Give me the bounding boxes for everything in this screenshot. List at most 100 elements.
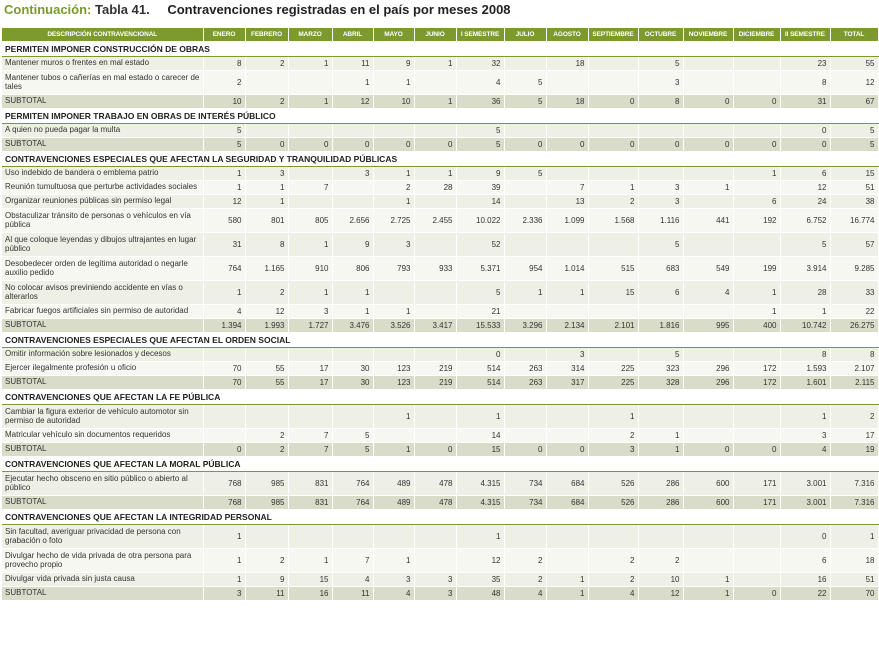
table-cell: 2 — [203, 70, 246, 95]
table-row: Obstaculizar tránsito de personas o vehí… — [2, 208, 879, 233]
table-cell: 0 — [373, 137, 415, 151]
table-cell: 0 — [504, 442, 547, 456]
table-cell: 5 — [504, 70, 547, 95]
table-cell — [245, 347, 289, 362]
table-cell — [245, 70, 289, 95]
section-title: CONTRAVENCIONES ESPECIALES QUE AFECTAN L… — [2, 151, 879, 167]
table-cell: 985 — [245, 495, 289, 509]
column-header: JULIO — [504, 28, 547, 41]
table-cell — [414, 347, 457, 362]
column-header: MARZO — [288, 28, 333, 41]
table-cell: 2.336 — [504, 208, 547, 233]
table-cell — [288, 524, 333, 549]
table-cell: 30 — [332, 375, 374, 389]
table-cell: 171 — [733, 495, 781, 509]
subtotal-row: SUBTOTAL 5 0 0 0 0 0 5 0 0 0 0 0 0 0 5 — [2, 137, 879, 151]
table-cell: 7 — [288, 428, 333, 443]
table-cell: 19 — [830, 442, 879, 456]
table-cell: 296 — [683, 361, 734, 376]
table-cell: 8 — [638, 94, 684, 108]
table-cell: 933 — [414, 256, 457, 281]
table-cell: 1.165 — [245, 256, 289, 281]
table-cell: 225 — [588, 361, 639, 376]
table-cell: 0 — [414, 137, 457, 151]
subtotal-row: SUBTOTAL 768 985 831 764 489 478 4.315 734 684 526… — [2, 495, 879, 509]
table-cell — [332, 524, 374, 549]
section-title: PERMITEN IMPONER CONSTRUCCIÓN DE OBRAS — [2, 41, 879, 57]
table-cell: 1 — [414, 94, 457, 108]
table-cell: 0 — [683, 442, 734, 456]
table-cell: 2.107 — [830, 361, 879, 376]
table-cell — [733, 572, 781, 587]
table-cell: 5 — [456, 123, 505, 138]
table-cell: 35 — [456, 572, 505, 587]
table-cell — [683, 56, 734, 71]
table-cell: 48 — [456, 586, 505, 600]
row-description: A quien no pueda pagar la multa — [2, 123, 204, 138]
table-cell: 172 — [733, 361, 781, 376]
table-cell — [638, 123, 684, 138]
table-cell: 734 — [504, 471, 547, 496]
table-cell: 4 — [373, 586, 415, 600]
table-cell: 39 — [456, 180, 505, 195]
table-cell: 0 — [546, 442, 589, 456]
table-cell: 24 — [780, 194, 831, 209]
table-cell: 400 — [733, 318, 781, 332]
table-cell: 1 — [733, 280, 781, 305]
table-cell: 4 — [683, 280, 734, 305]
column-header: ABRIL — [332, 28, 374, 41]
row-description: Divulgar hecho de vida privada de otra p… — [2, 548, 204, 573]
table-cell: 192 — [733, 208, 781, 233]
table-cell: 0 — [780, 123, 831, 138]
table-cell: 1.014 — [546, 256, 589, 281]
table-cell — [546, 404, 589, 429]
table-cell: 1 — [546, 572, 589, 587]
column-header: DICIEMBRE — [733, 28, 781, 41]
table-cell: 1 — [456, 524, 505, 549]
table-row: Cambiar la figura exterior de vehículo a… — [2, 404, 879, 429]
table-cell: 5 — [456, 280, 505, 305]
table-row: Divulgar hecho de vida privada de otra p… — [2, 548, 879, 573]
table-cell: 5 — [203, 137, 246, 151]
table-cell: 0 — [638, 137, 684, 151]
table-cell: 0 — [733, 94, 781, 108]
column-header: JUNIO — [414, 28, 457, 41]
table-cell: 18 — [830, 548, 879, 573]
row-description: Sin facultad, averiguar privacidad de pe… — [2, 524, 204, 549]
table-cell: 806 — [332, 256, 374, 281]
table-cell: 1 — [245, 180, 289, 195]
table-cell — [288, 404, 333, 429]
table-cell: 526 — [588, 495, 639, 509]
table-cell: 4 — [203, 304, 246, 319]
table-cell: 1 — [638, 442, 684, 456]
row-description: Omitir información sobre lesionados y de… — [2, 347, 204, 362]
table-cell: 5 — [456, 137, 505, 151]
table-cell: 2.101 — [588, 318, 639, 332]
table-cell: 1 — [203, 280, 246, 305]
table-cell: 1.394 — [203, 318, 246, 332]
table-cell: 263 — [504, 361, 547, 376]
table-cell: 1 — [780, 404, 831, 429]
table-cell: 123 — [373, 361, 415, 376]
subtotal-row: SUBTOTAL 3 11 16 11 4 3 48 4 1 4 12 1 0 22 70 — [2, 586, 879, 600]
table-cell — [373, 524, 415, 549]
table-cell: 3 — [414, 586, 457, 600]
table-cell: 2 — [245, 280, 289, 305]
table-cell: 2 — [588, 428, 639, 443]
table-cell — [733, 428, 781, 443]
table-cell: 2.134 — [546, 318, 589, 332]
table-cell: 600 — [683, 471, 734, 496]
table-cell: 1 — [638, 428, 684, 443]
table-cell — [733, 548, 781, 573]
table-cell: 1.568 — [588, 208, 639, 233]
table-cell: 3 — [203, 586, 246, 600]
table-cell: 489 — [373, 495, 415, 509]
table-cell: 1 — [203, 524, 246, 549]
table-cell: 515 — [588, 256, 639, 281]
table-cell — [733, 232, 781, 257]
title-prefix: Continuación: — [4, 2, 92, 17]
table-cell: 31 — [780, 94, 831, 108]
table-cell — [638, 404, 684, 429]
table-cell: 10 — [638, 572, 684, 587]
table-cell: 2 — [245, 94, 289, 108]
